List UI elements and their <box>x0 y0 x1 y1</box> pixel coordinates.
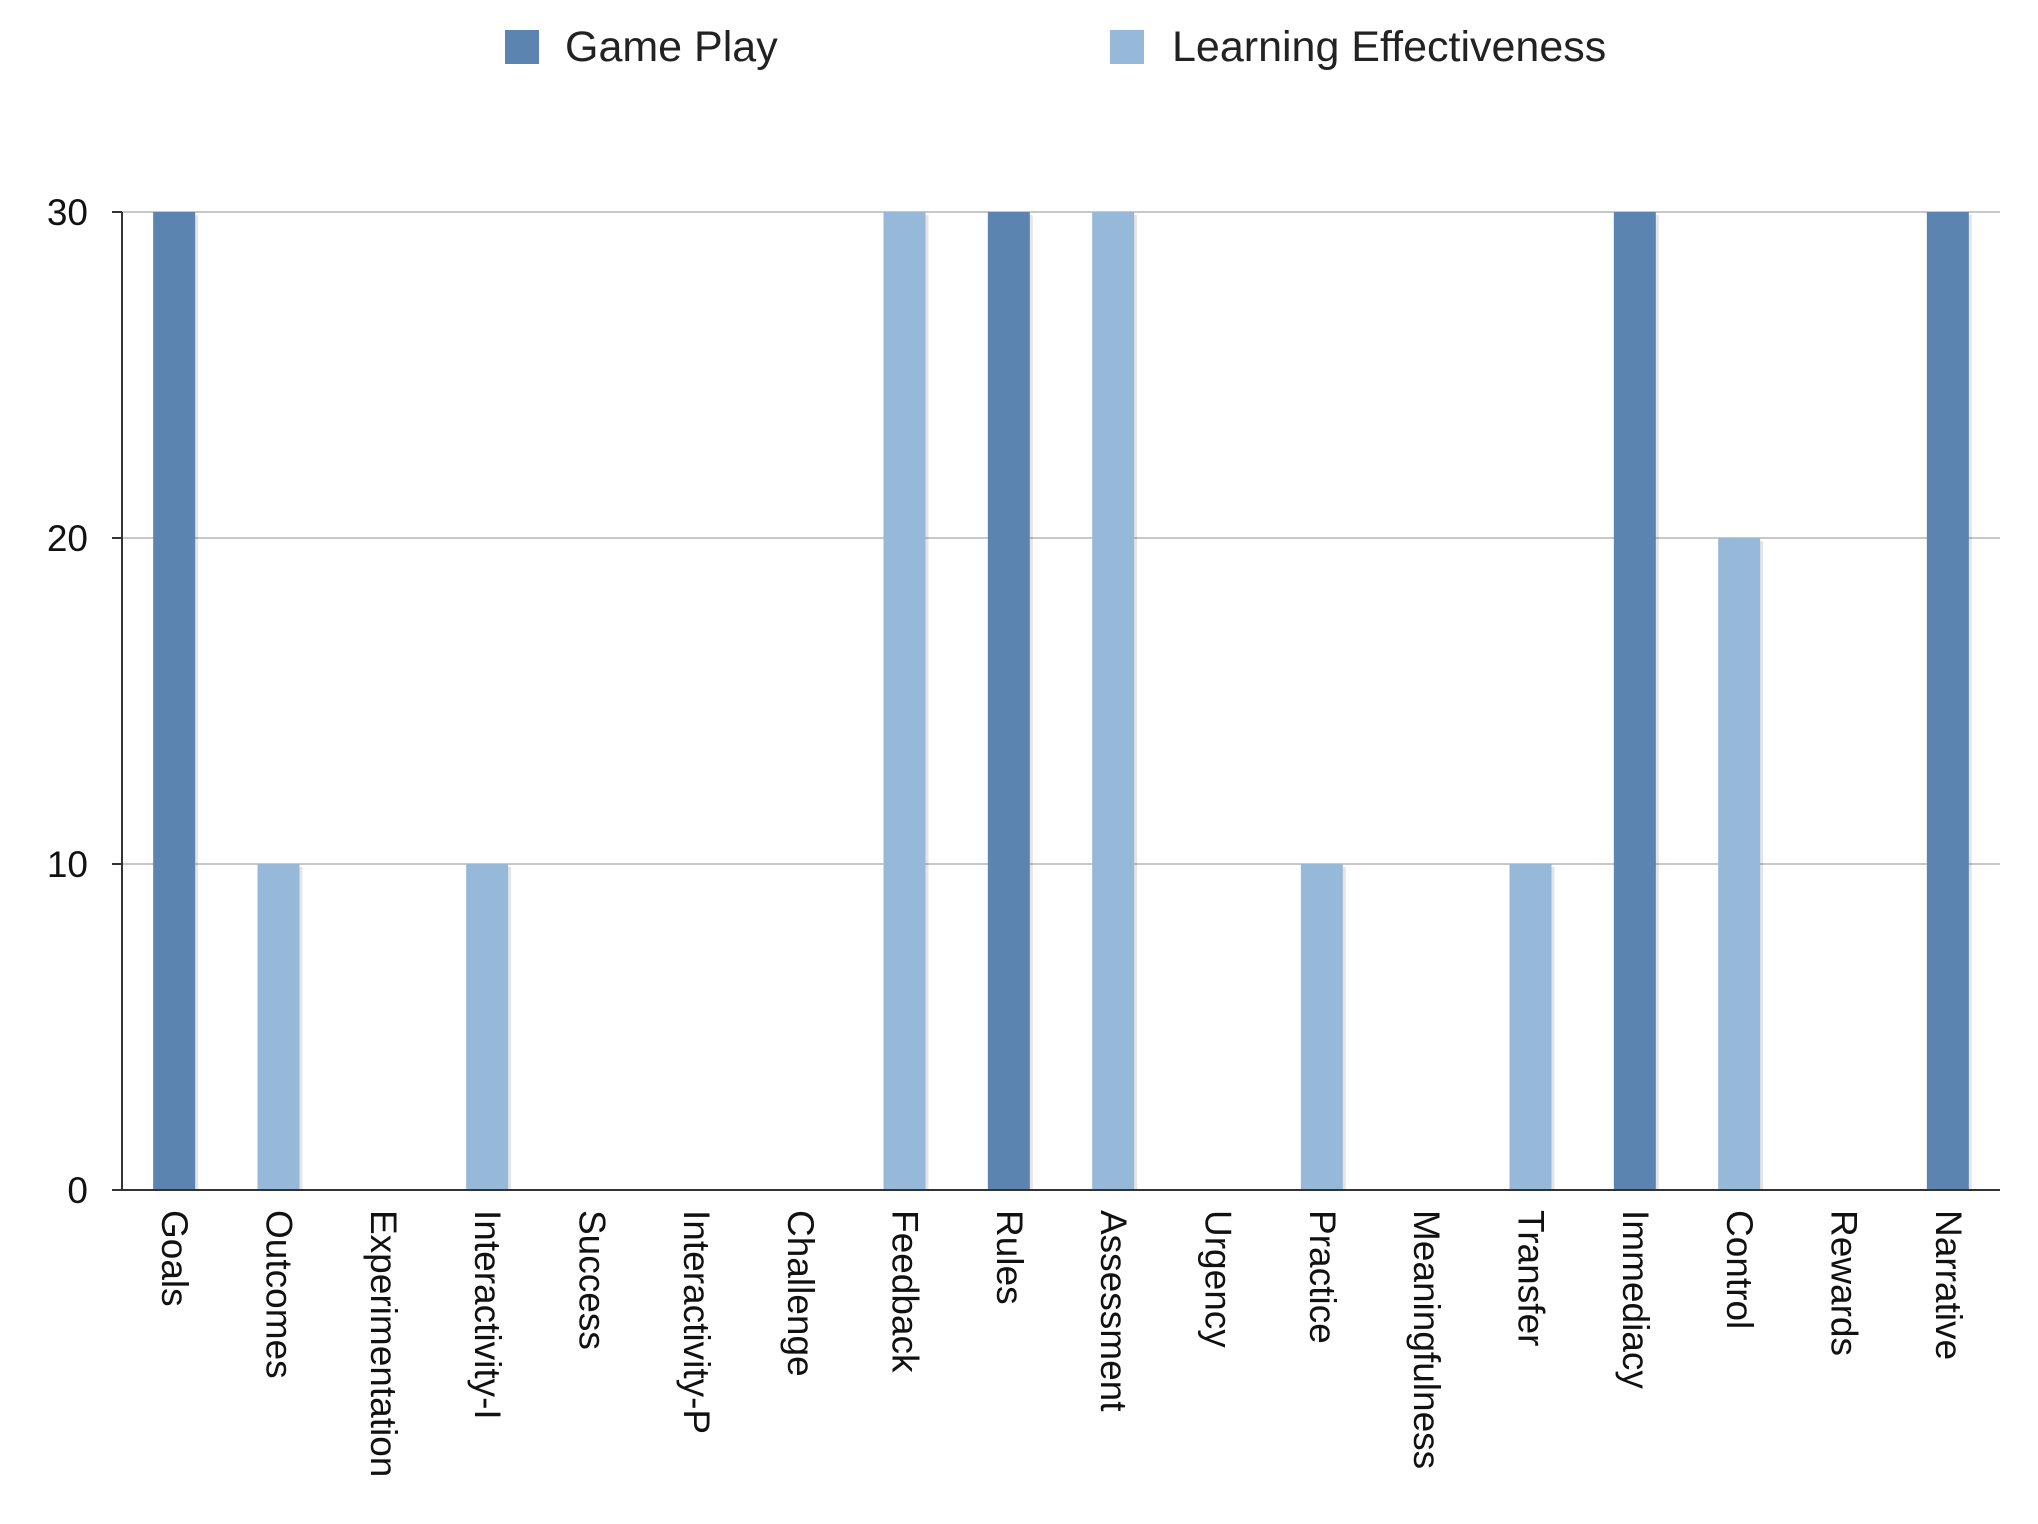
bar-learning-effectiveness <box>1718 538 1761 1190</box>
x-category-label: Transfer <box>1511 1210 1552 1346</box>
y-tick-label: 0 <box>67 1170 88 1211</box>
bar-learning-effectiveness <box>1509 864 1552 1190</box>
legend-label: Game Play <box>565 23 778 71</box>
x-category-label: Practice <box>1302 1210 1343 1344</box>
x-category-label: Urgency <box>1198 1210 1239 1348</box>
x-category-label: Challenge <box>780 1210 821 1377</box>
x-category-label: Interactivity-I <box>467 1210 508 1420</box>
bar-game-play <box>1613 212 1656 1190</box>
legend-swatch <box>1110 30 1144 64</box>
x-category-label: Rules <box>989 1210 1030 1305</box>
x-category-label: Meaningfulness <box>1406 1210 1447 1469</box>
x-category-label: Narrative <box>1928 1210 1969 1360</box>
axes <box>121 212 2000 1191</box>
x-category-label: Immediacy <box>1615 1210 1656 1389</box>
y-tick-label: 10 <box>47 844 88 885</box>
y-axis-ticks: 0 10 20 30 <box>47 192 88 1211</box>
y-tick-label: 20 <box>47 518 88 559</box>
x-category-label: Success <box>572 1210 613 1350</box>
x-category-label: Interactivity-P <box>676 1210 717 1434</box>
bar-learning-effectiveness <box>257 864 300 1190</box>
gridlines <box>112 211 2000 1191</box>
bar-game-play <box>1926 212 1969 1190</box>
y-tick-label: 30 <box>47 192 88 233</box>
x-category-label: Feedback <box>885 1210 926 1373</box>
legend: Game Play Learning Effectiveness <box>505 23 1606 71</box>
x-category-label: Experimentation <box>363 1210 404 1477</box>
legend-swatch <box>505 30 539 64</box>
bar-learning-effectiveness <box>466 864 509 1190</box>
bar-game-play <box>987 212 1030 1190</box>
bars <box>153 212 1972 1190</box>
x-category-label: Rewards <box>1824 1210 1865 1356</box>
legend-label: Learning Effectiveness <box>1172 23 1606 71</box>
bar-game-play <box>153 212 196 1190</box>
x-category-label: Outcomes <box>259 1210 300 1379</box>
x-axis-categories: Goals Outcomes Experimentation Interactivit… <box>154 1210 1969 1477</box>
x-category-label: Assessment <box>1093 1210 1134 1412</box>
x-category-label: Goals <box>154 1210 195 1307</box>
bar-learning-effectiveness <box>883 212 926 1190</box>
bar-learning-effectiveness <box>1300 864 1343 1190</box>
x-category-label: Control <box>1719 1210 1760 1329</box>
bar-learning-effectiveness <box>1092 212 1135 1190</box>
